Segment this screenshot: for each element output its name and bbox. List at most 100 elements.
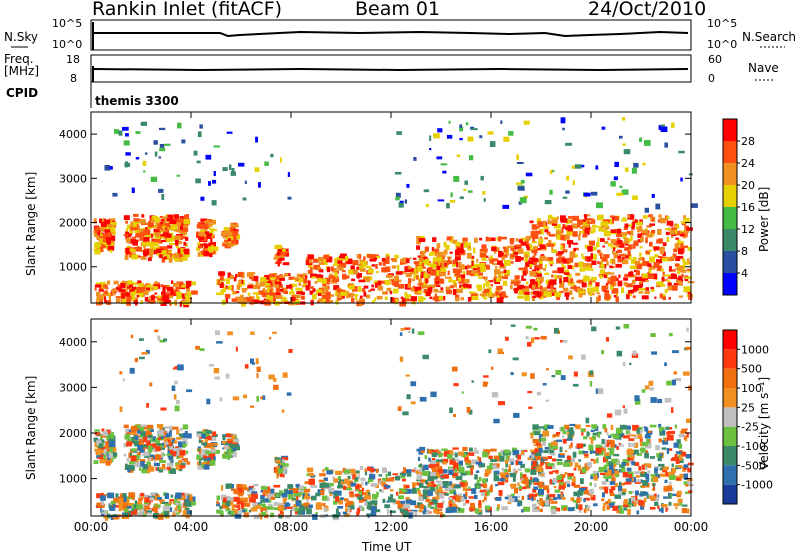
echo-cell xyxy=(467,136,474,142)
echo-cell xyxy=(633,442,639,448)
echo-cell xyxy=(635,479,641,483)
echo-cell xyxy=(358,273,362,278)
beam-title: Beam 01 xyxy=(355,0,441,20)
echo-cell xyxy=(446,134,453,139)
echo-cell xyxy=(631,167,637,174)
echo-cell xyxy=(463,481,468,487)
echo-cell xyxy=(667,448,673,451)
echo-cell xyxy=(434,295,439,302)
echo-cell xyxy=(378,262,382,266)
echo-cell xyxy=(352,474,355,480)
echo-cell xyxy=(248,509,251,513)
echo-cell xyxy=(209,252,213,258)
echo-cell xyxy=(147,445,153,452)
echo-cell xyxy=(179,433,181,437)
echo-cell xyxy=(471,294,479,300)
echo-cell xyxy=(616,192,623,196)
echo-cell xyxy=(611,288,619,294)
echo-cell xyxy=(225,285,230,289)
echo-cell xyxy=(617,240,623,245)
echo-cell xyxy=(590,429,595,432)
echo-cell xyxy=(154,230,161,236)
echo-cell xyxy=(264,510,269,513)
echo-cell xyxy=(182,505,188,508)
echo-cell xyxy=(641,229,648,234)
echo-cell xyxy=(114,505,120,508)
echo-cell xyxy=(247,493,254,496)
echo-cell xyxy=(230,171,236,176)
echo-cell xyxy=(534,506,540,510)
echo-cell xyxy=(583,223,590,226)
echo-cell xyxy=(623,281,628,286)
echo-cell xyxy=(186,510,192,515)
echo-cell xyxy=(403,503,410,509)
echo-cell xyxy=(659,246,665,251)
echo-cell xyxy=(106,219,111,224)
echo-cell xyxy=(642,215,648,219)
echo-cell xyxy=(392,258,398,263)
echo-cell xyxy=(572,451,577,458)
echo-cell xyxy=(477,456,480,463)
echo-cell xyxy=(617,434,622,440)
echo-cell xyxy=(99,458,106,464)
echo-cell xyxy=(560,474,566,478)
echo-cell xyxy=(236,291,240,294)
echo-cell xyxy=(440,459,443,463)
echo-cell xyxy=(664,362,667,367)
echo-cell xyxy=(424,246,428,252)
echo-cell xyxy=(631,353,639,358)
echo-cell xyxy=(227,454,230,460)
echo-cell xyxy=(617,255,622,259)
echo-cell xyxy=(498,490,503,496)
echo-cell xyxy=(533,327,538,331)
echo-cell xyxy=(549,471,553,475)
echo-cell xyxy=(579,230,582,236)
echo-cell xyxy=(295,287,300,291)
echo-cell xyxy=(495,266,498,269)
echo-cell xyxy=(366,265,372,269)
echo-cell xyxy=(561,496,565,500)
echo-cell xyxy=(527,479,532,486)
echo-cell xyxy=(511,447,517,452)
echo-cell xyxy=(240,499,247,504)
echo-cell xyxy=(640,505,645,510)
echo-cell xyxy=(521,278,527,281)
echo-cell xyxy=(417,456,421,461)
echo-cell xyxy=(164,511,169,517)
echo-cell xyxy=(151,216,158,219)
echo-cell xyxy=(659,293,663,299)
echo-cell xyxy=(170,449,177,455)
echo-cell xyxy=(584,453,589,459)
echo-cell xyxy=(571,223,579,229)
echo-cell xyxy=(466,465,473,468)
echo-cell xyxy=(540,335,547,340)
echo-cell xyxy=(525,235,531,241)
echo-cell xyxy=(619,464,625,468)
echo-cell xyxy=(174,496,178,503)
echo-cell xyxy=(621,287,625,293)
echo-cell xyxy=(551,169,555,173)
echo-cell xyxy=(549,189,553,195)
echo-cell xyxy=(429,296,433,299)
echo-cell xyxy=(517,454,522,460)
echo-cell xyxy=(615,296,619,303)
echo-cell xyxy=(411,278,416,282)
echo-cell xyxy=(227,238,231,241)
echo-cell xyxy=(411,482,419,486)
echo-cell xyxy=(456,261,459,268)
echo-cell xyxy=(250,331,255,335)
echo-cell xyxy=(491,366,494,370)
echo-cell xyxy=(442,481,449,486)
echo-cell xyxy=(432,468,438,475)
echo-cell xyxy=(577,464,581,471)
echo-cell xyxy=(406,472,412,477)
echo-cell xyxy=(604,452,610,456)
echo-cell xyxy=(673,226,678,231)
echo-cell xyxy=(423,280,427,286)
echo-cell xyxy=(630,455,635,459)
colorbar-tick-label: 4 xyxy=(741,267,748,280)
echo-cell xyxy=(159,127,166,131)
nave-tick-top: 60 xyxy=(708,53,722,66)
echo-cell xyxy=(546,231,551,235)
